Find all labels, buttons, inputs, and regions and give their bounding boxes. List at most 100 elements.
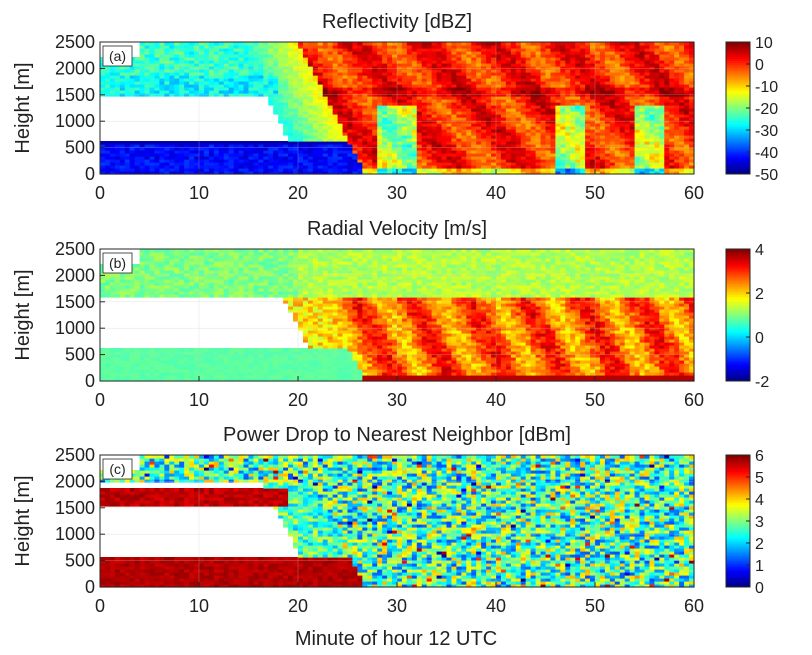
heatmap-cell: [639, 162, 646, 166]
heatmap-cell: [223, 81, 230, 85]
heatmap-cell: [139, 57, 146, 61]
heatmap-cell: [382, 114, 388, 118]
heatmap-cell: [654, 54, 660, 58]
heatmap-cell: [510, 123, 517, 127]
heatmap-cell: [486, 84, 492, 88]
heatmap-cell: [342, 105, 349, 109]
heatmap-cell: [456, 63, 462, 67]
heatmap-cell: [545, 105, 552, 109]
heatmap-cell: [228, 159, 235, 163]
heatmap-cell: [154, 78, 160, 82]
heatmap-cell: [248, 84, 255, 88]
heatmap-cell: [223, 165, 230, 169]
heatmap-cell: [456, 90, 462, 94]
heatmap-cell: [575, 48, 581, 52]
heatmap-cell: [357, 78, 363, 82]
heatmap-cell: [481, 108, 487, 112]
heatmap-cell: [500, 129, 507, 133]
heatmap-cell: [392, 63, 398, 67]
heatmap-cell: [129, 369, 136, 373]
heatmap-cell: [604, 144, 611, 148]
heatmap-cell: [169, 57, 175, 61]
heatmap-cell: [580, 60, 586, 64]
heatmap-cell: [387, 120, 393, 124]
heatmap-cell: [644, 75, 651, 79]
heatmap-cell: [629, 99, 636, 103]
heatmap-cell: [575, 60, 581, 64]
heatmap-cell: [263, 162, 269, 166]
heatmap-cell: [426, 144, 433, 148]
heatmap-cell: [540, 96, 547, 100]
heatmap-cell: [169, 168, 175, 172]
heatmap-cell: [689, 84, 695, 88]
heatmap-cell: [421, 99, 428, 103]
heatmap-cell: [322, 99, 329, 103]
heatmap-cell: [367, 141, 373, 145]
heatmap-cell: [134, 72, 141, 76]
heatmap-cell: [347, 108, 354, 112]
heatmap-cell: [599, 54, 606, 58]
heatmap-cell: [585, 126, 591, 130]
heatmap-cell: [362, 153, 368, 157]
heatmap-cell: [585, 48, 591, 52]
heatmap-cell: [545, 81, 552, 85]
heatmap-cell: [154, 156, 160, 160]
heatmap-cell: [570, 126, 576, 130]
heatmap-cell: [619, 84, 626, 88]
heatmap-cell: [406, 168, 413, 172]
heatmap-cell: [590, 81, 596, 85]
heatmap-cell: [377, 150, 383, 154]
heatmap-cell: [535, 54, 542, 58]
heatmap-cell: [525, 72, 532, 76]
heatmap-cell: [322, 45, 329, 49]
heatmap-cell: [372, 69, 378, 73]
heatmap-cell: [357, 84, 363, 88]
heatmap-cell: [451, 171, 457, 175]
heatmap-cell: [139, 165, 146, 169]
heatmap-cell: [288, 162, 294, 166]
heatmap-cell: [174, 90, 180, 94]
heatmap-cell: [446, 141, 453, 145]
heatmap-cell: [624, 141, 631, 145]
heatmap-cell: [273, 87, 279, 91]
heatmap-cell: [550, 171, 556, 175]
heatmap-cell: [100, 75, 106, 79]
heatmap-cell: [604, 162, 611, 166]
heatmap-cell: [510, 78, 517, 82]
heatmap-cell: [624, 72, 631, 76]
heatmap-cell: [476, 90, 482, 94]
heatmap-cell: [268, 42, 274, 46]
heatmap-cell: [411, 105, 418, 109]
heatmap-cell: [307, 147, 314, 151]
heatmap-cell: [372, 147, 378, 151]
heatmap-cell: [401, 105, 408, 109]
heatmap-cell: [203, 72, 210, 76]
heatmap-cell: [659, 165, 665, 169]
heatmap-cell: [570, 51, 576, 55]
heatmap-cell: [555, 156, 561, 160]
heatmap-cell: [228, 168, 235, 172]
heatmap-cell: [377, 141, 383, 145]
heatmap-cell: [293, 141, 299, 145]
heatmap-cell: [451, 135, 457, 139]
heatmap-cell: [634, 156, 641, 160]
heatmap-cell: [609, 171, 616, 175]
heatmap-cell: [436, 165, 443, 169]
heatmap-cell: [377, 96, 383, 100]
heatmap-cell: [689, 42, 695, 46]
heatmap-cell: [248, 72, 255, 76]
heatmap-cell: [317, 120, 324, 124]
heatmap-cell: [505, 75, 512, 79]
heatmap-cell: [342, 168, 349, 172]
heatmap-cell: [377, 111, 383, 115]
heatmap-cell: [664, 63, 670, 67]
heatmap-cell: [496, 114, 502, 118]
heatmap-cell: [530, 75, 537, 79]
heatmap-cell: [406, 156, 413, 160]
colorbar-swatch: [726, 103, 750, 107]
colorbar-swatch: [726, 42, 750, 45]
heatmap-cell: [164, 54, 170, 58]
heatmap-cell: [337, 87, 344, 91]
heatmap-cell: [550, 42, 556, 46]
heatmap-cell: [293, 78, 299, 82]
